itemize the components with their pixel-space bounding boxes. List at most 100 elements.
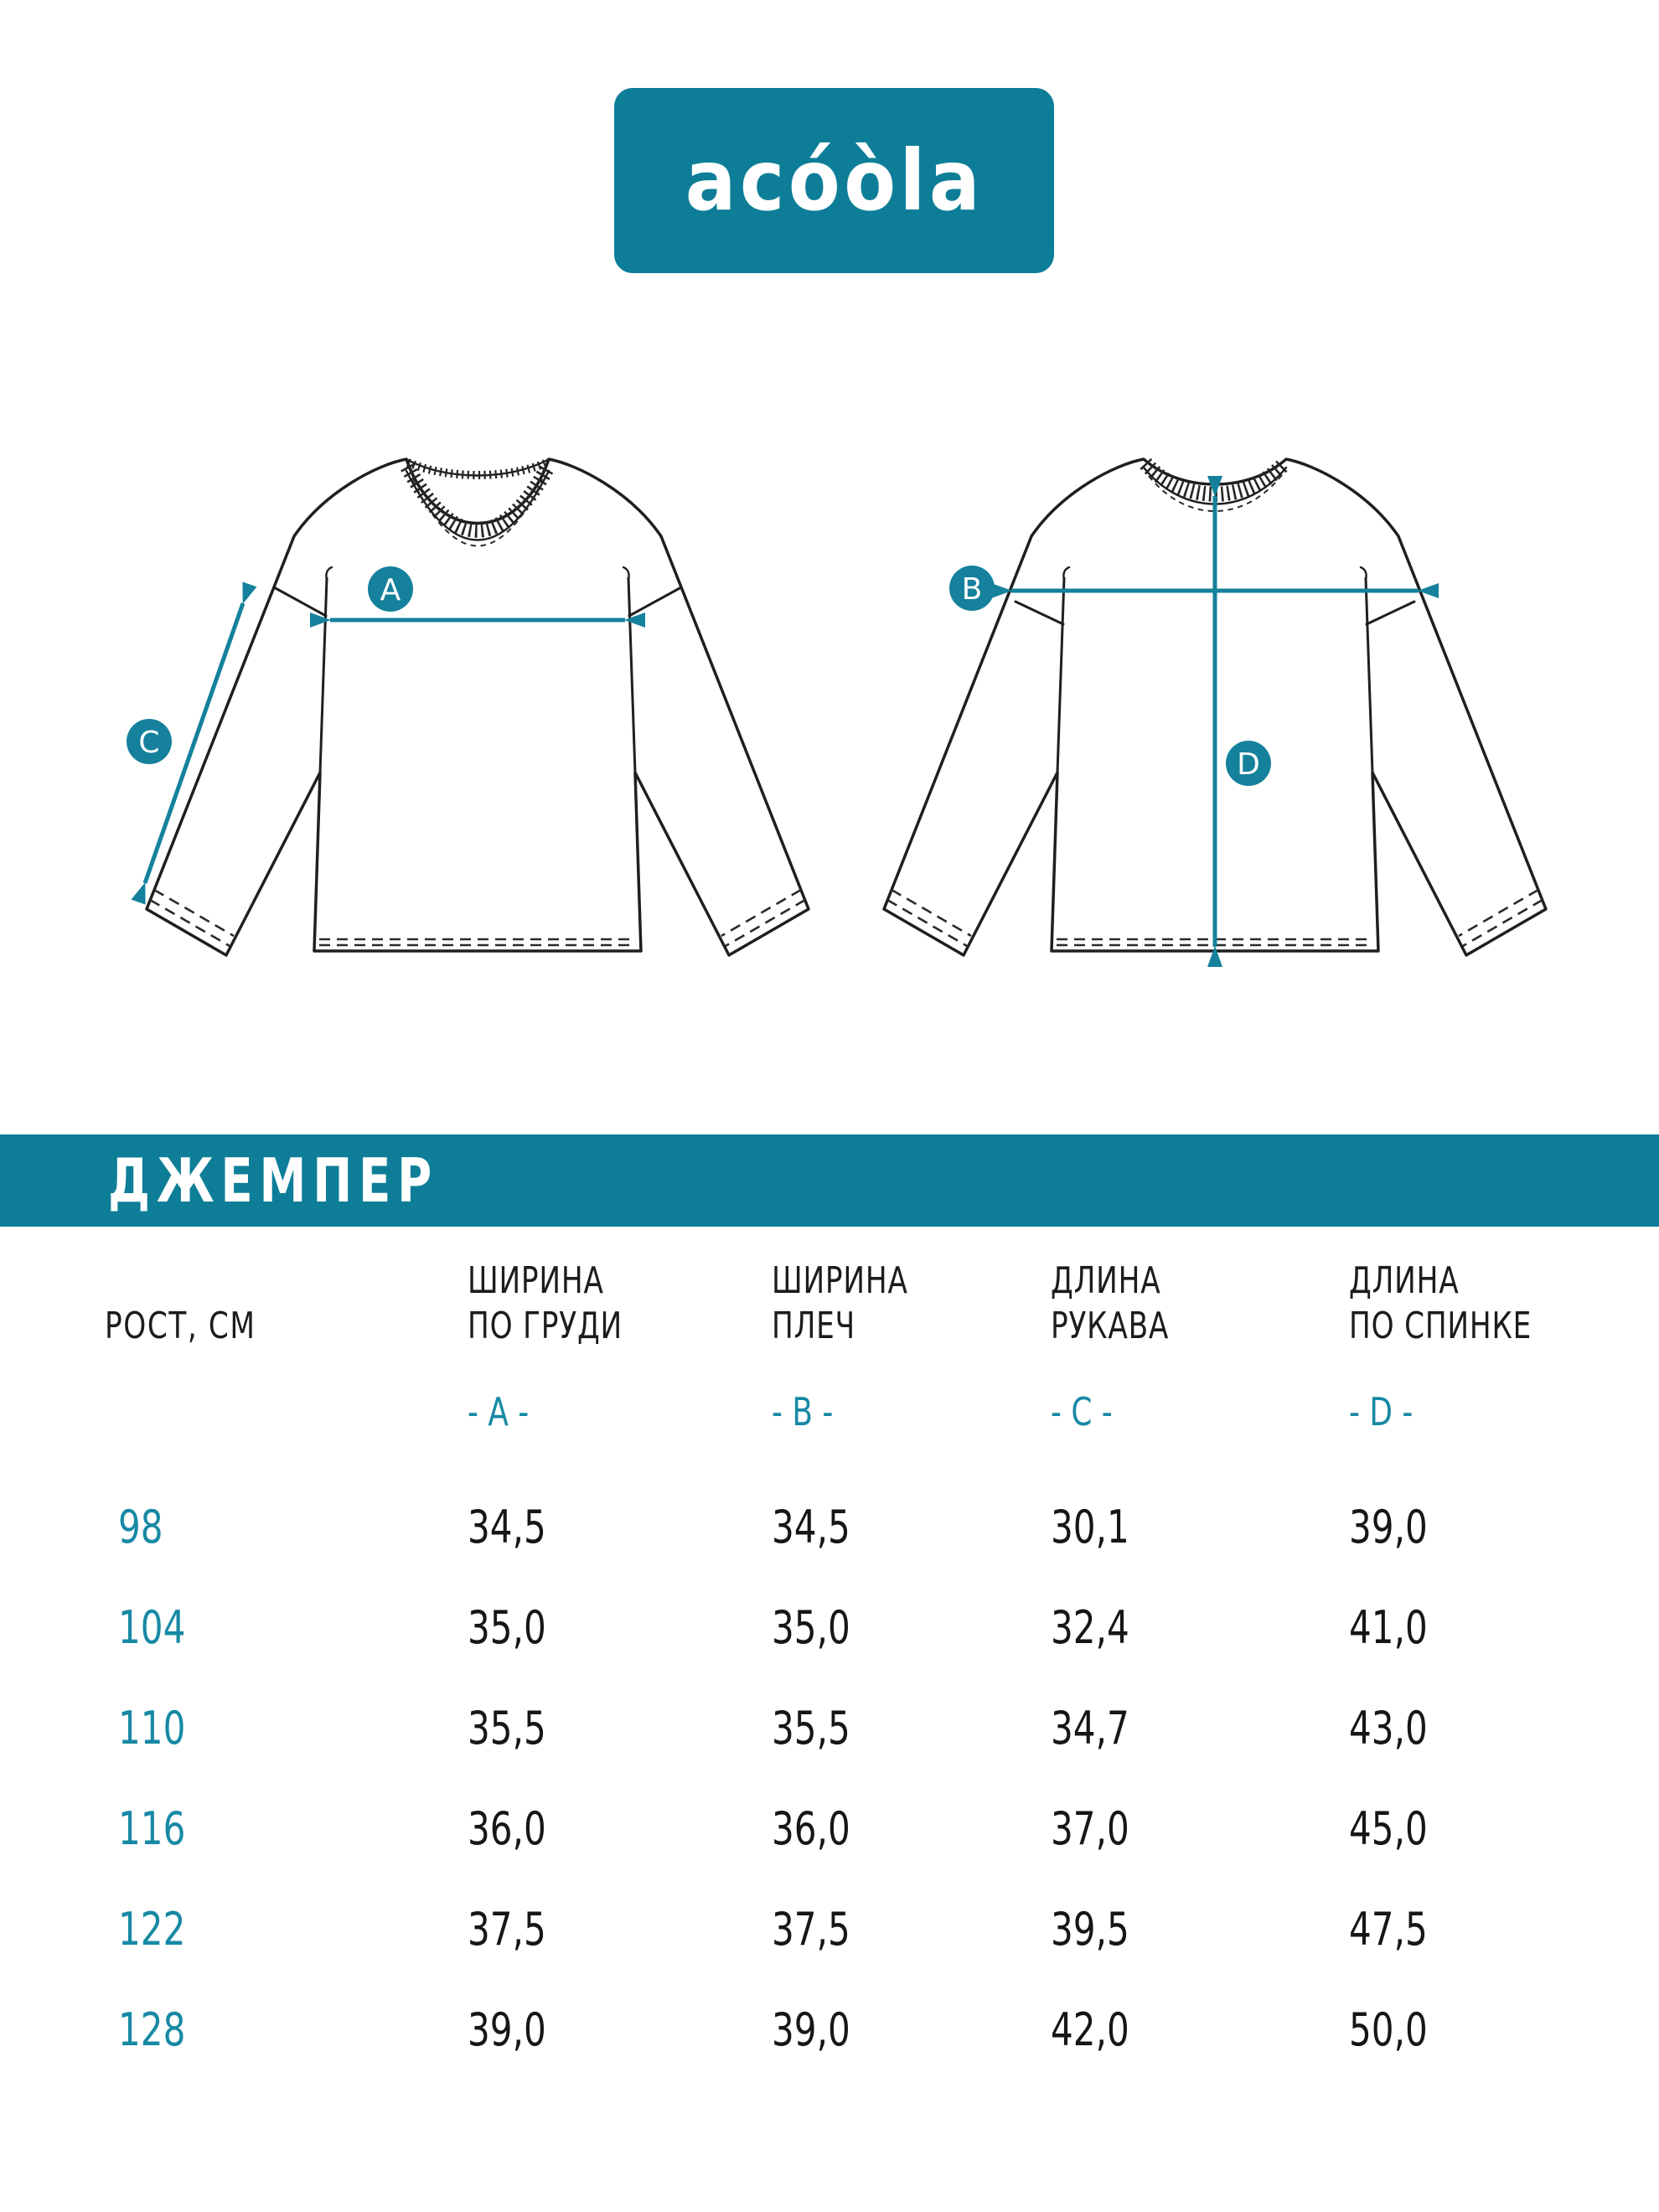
column-letter-a: - A - — [468, 1389, 530, 1434]
sweater-back-diagram: D B — [882, 457, 1548, 967]
measure-a-label: A — [380, 573, 401, 607]
size-cell-116: 116 — [118, 1806, 204, 1852]
front-hem-stitch — [319, 938, 636, 947]
value-cell-122-a-text: 37,5 — [468, 1903, 546, 1956]
size-cell-98-text: 98 — [118, 1501, 163, 1553]
value-cell-116-c: 37,0 — [1051, 1806, 1151, 1852]
size-cell-98: 98 — [118, 1505, 176, 1550]
value-cell-128-b-text: 39,0 — [772, 2003, 850, 2056]
value-cell-104-b: 35,0 — [772, 1605, 872, 1651]
size-cell-104-text: 104 — [118, 1601, 186, 1654]
product-title: ДЖЕМПЕР — [108, 1145, 439, 1216]
value-cell-110-b-text: 35,5 — [772, 1702, 850, 1755]
measure-a-badge: A — [368, 566, 413, 612]
value-cell-110-a: 35,5 — [468, 1706, 568, 1751]
back-collar-stitch — [1148, 475, 1282, 512]
measure-d-label: D — [1237, 747, 1260, 782]
value-cell-110-c: 34,7 — [1051, 1706, 1151, 1751]
value-cell-110-d: 43,0 — [1349, 1706, 1450, 1751]
value-cell-104-d-text: 41,0 — [1349, 1601, 1428, 1654]
column-letter-d: - D - — [1349, 1389, 1414, 1434]
value-cell-98-c-text: 30,1 — [1051, 1501, 1129, 1553]
value-cell-116-d: 45,0 — [1349, 1806, 1450, 1852]
size-cell-122: 122 — [118, 1907, 204, 1952]
value-cell-98-a-text: 34,5 — [468, 1501, 546, 1553]
table-row-header: РОСТ, СМ — [105, 1305, 256, 1347]
back-right-seam-curl — [1359, 566, 1367, 581]
front-right-cuff-stitch — [721, 888, 806, 948]
value-cell-128-b: 39,0 — [772, 2008, 872, 2053]
value-cell-104-c-text: 32,4 — [1051, 1601, 1129, 1654]
value-cell-104-a: 35,0 — [468, 1605, 568, 1651]
value-cell-128-a-text: 39,0 — [468, 2003, 546, 2056]
back-right-armhole-seam — [1365, 600, 1416, 626]
front-right-armhole-seam — [628, 586, 683, 618]
column-letter-c: - C - — [1051, 1389, 1113, 1434]
front-left-cuff-stitch — [149, 888, 235, 948]
value-cell-116-d-text: 45,0 — [1349, 1802, 1428, 1855]
product-title-banner: ДЖЕМПЕР — [0, 1134, 1659, 1227]
back-collar-ribbing — [1140, 457, 1290, 502]
value-cell-98-d: 39,0 — [1349, 1505, 1450, 1550]
value-cell-122-c: 39,5 — [1051, 1907, 1151, 1952]
size-cell-122-text: 122 — [118, 1903, 186, 1956]
front-right-seam-curl — [622, 566, 630, 581]
size-cell-110: 110 — [118, 1706, 204, 1751]
brand-logo-text: acóòla — [685, 131, 984, 230]
front-collar-ribbing — [401, 463, 555, 538]
value-cell-110-a-text: 35,5 — [468, 1702, 546, 1755]
sweater-front-diagram: A C — [127, 457, 810, 957]
column-letter-b: - B - — [772, 1389, 834, 1434]
back-right-cuff-stitch — [1458, 888, 1543, 948]
front-left-armhole-seam — [272, 586, 328, 618]
back-left-side-seam — [1056, 576, 1066, 774]
value-cell-128-c: 42,0 — [1051, 2008, 1151, 2053]
size-cell-128: 128 — [118, 2008, 204, 2053]
front-left-side-seam — [318, 576, 328, 774]
front-left-seam-curl — [325, 566, 333, 581]
value-cell-128-d-text: 50,0 — [1349, 2003, 1428, 2056]
value-cell-116-b-text: 36,0 — [772, 1802, 850, 1855]
value-cell-122-a: 37,5 — [468, 1907, 568, 1952]
value-cell-116-b: 36,0 — [772, 1806, 872, 1852]
measure-d-badge: D — [1226, 741, 1271, 786]
value-cell-110-d-text: 43,0 — [1349, 1702, 1428, 1755]
value-cell-128-d: 50,0 — [1349, 2008, 1450, 2053]
column-header-shoulder-width: ШИРИНА ПЛЕЧ — [772, 1259, 908, 1347]
value-cell-98-b-text: 34,5 — [772, 1501, 850, 1553]
value-cell-128-a: 39,0 — [468, 2008, 568, 2053]
column-header-back-length: ДЛИНА ПО СПИНКЕ — [1349, 1259, 1532, 1347]
value-cell-122-b-text: 37,5 — [772, 1903, 850, 1956]
value-cell-104-a-text: 35,0 — [468, 1601, 546, 1654]
size-cell-110-text: 110 — [118, 1702, 186, 1755]
value-cell-110-b: 35,5 — [772, 1706, 872, 1751]
value-cell-122-d: 47,5 — [1349, 1907, 1450, 1952]
value-cell-122-d-text: 47,5 — [1349, 1903, 1428, 1956]
value-cell-98-a: 34,5 — [468, 1505, 568, 1550]
value-cell-122-c-text: 39,5 — [1051, 1903, 1129, 1956]
measure-b-label: B — [962, 572, 983, 607]
front-collar-stitch — [411, 478, 544, 547]
back-right-side-seam — [1364, 576, 1374, 774]
size-cell-104: 104 — [118, 1605, 204, 1651]
value-cell-116-a-text: 36,0 — [468, 1802, 546, 1855]
value-cell-104-d: 41,0 — [1349, 1605, 1450, 1651]
value-cell-128-c-text: 42,0 — [1051, 2003, 1129, 2056]
measure-c-badge: C — [127, 719, 172, 764]
measure-b-badge: B — [949, 566, 995, 611]
value-cell-104-c: 32,4 — [1051, 1605, 1151, 1651]
size-cell-116-text: 116 — [118, 1802, 186, 1855]
column-header-chest-width: ШИРИНА ПО ГРУДИ — [468, 1259, 623, 1347]
back-left-cuff-stitch — [886, 888, 972, 948]
front-right-side-seam — [627, 576, 637, 774]
value-cell-98-b: 34,5 — [772, 1505, 872, 1550]
column-header-sleeve-length: ДЛИНА РУКАВА — [1051, 1259, 1170, 1347]
value-cell-104-b-text: 35,0 — [772, 1601, 850, 1654]
front-body-outline — [145, 457, 810, 957]
value-cell-110-c-text: 34,7 — [1051, 1702, 1129, 1755]
value-cell-116-c-text: 37,0 — [1051, 1802, 1129, 1855]
value-cell-98-c: 30,1 — [1051, 1505, 1151, 1550]
back-left-seam-curl — [1062, 566, 1071, 581]
value-cell-122-b: 37,5 — [772, 1907, 872, 1952]
